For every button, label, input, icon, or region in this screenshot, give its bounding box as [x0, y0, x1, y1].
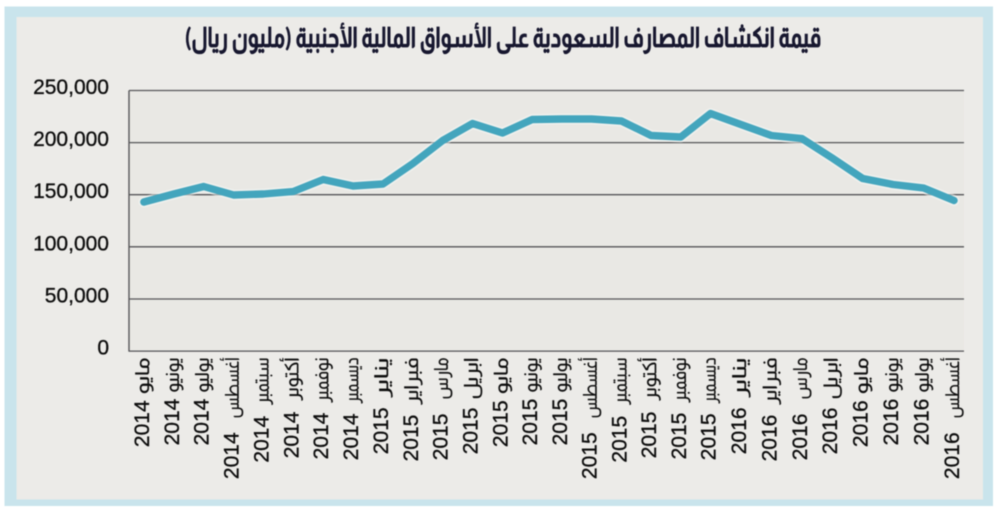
svg-text:200,000: 200,000 [33, 128, 109, 151]
svg-text:2015: 2015 [430, 414, 453, 461]
svg-text:2015: 2015 [579, 432, 602, 479]
svg-text:2015: 2015 [460, 408, 483, 455]
svg-text:2015: 2015 [698, 413, 721, 460]
svg-text:2016: 2016 [911, 399, 934, 446]
svg-text:2014: 2014 [191, 398, 214, 445]
svg-text:2015: 2015 [400, 415, 423, 462]
svg-text:50,000: 50,000 [45, 285, 109, 308]
svg-text:2014: 2014 [280, 411, 303, 458]
svg-text:150,000: 150,000 [33, 180, 109, 203]
svg-text:2016: 2016 [850, 400, 873, 447]
svg-text:2015: 2015 [490, 400, 513, 447]
svg-text:2014: 2014 [310, 412, 333, 459]
svg-text:2014: 2014 [221, 432, 244, 479]
svg-text:2015: 2015 [519, 399, 542, 446]
svg-text:0: 0 [97, 337, 109, 360]
svg-text:250,000: 250,000 [33, 76, 109, 99]
svg-text:2015: 2015 [638, 412, 661, 459]
svg-text:2016: 2016 [728, 407, 751, 454]
svg-text:2016: 2016 [789, 414, 812, 461]
svg-text:2014: 2014 [161, 398, 184, 445]
svg-text:2016: 2016 [941, 432, 964, 479]
svg-text:2015: 2015 [370, 407, 393, 454]
svg-text:2016: 2016 [819, 408, 842, 455]
svg-text:2015: 2015 [608, 416, 631, 463]
svg-text:2014: 2014 [131, 400, 154, 447]
svg-text:2016: 2016 [880, 399, 903, 446]
svg-text:2015: 2015 [549, 399, 572, 446]
svg-text:100,000: 100,000 [33, 232, 109, 255]
svg-text:2016: 2016 [758, 415, 781, 462]
svg-text:2015: 2015 [668, 413, 691, 460]
svg-text:2014: 2014 [250, 416, 273, 463]
svg-text:2014: 2014 [340, 413, 363, 460]
